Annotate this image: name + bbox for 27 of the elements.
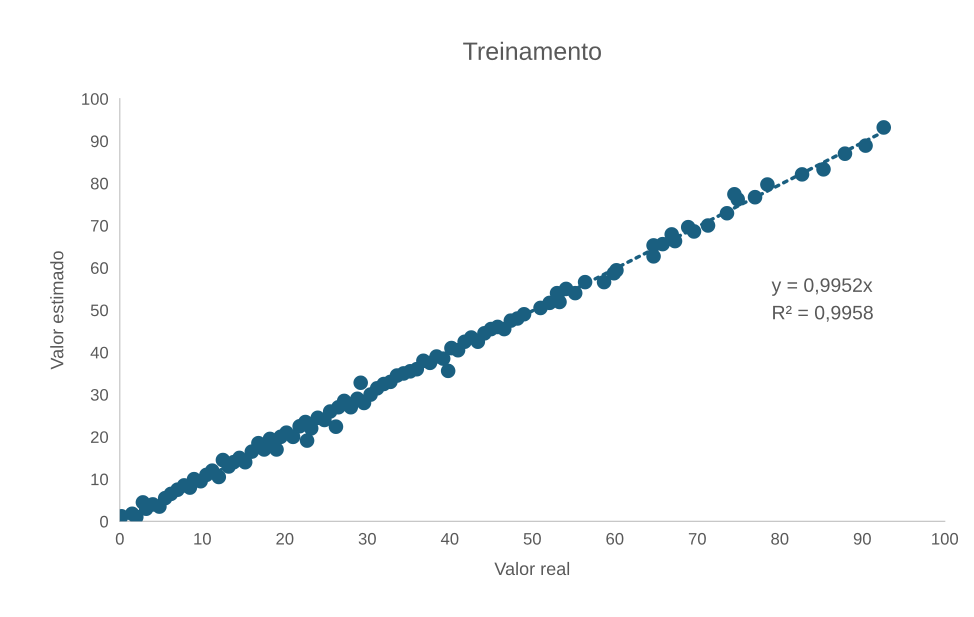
y-axis-title: Valor estimado: [50, 251, 64, 370]
y-tick-label: 80: [90, 178, 108, 190]
y-tick-label: 100: [82, 93, 108, 105]
y-tick-label: 50: [90, 304, 108, 316]
y-tick-label: 0: [100, 516, 108, 528]
x-tick-label: 60: [606, 532, 624, 545]
x-tick-label: 10: [194, 532, 211, 545]
y-tick-label: 70: [91, 220, 108, 232]
x-tick-label: 100: [932, 532, 958, 545]
x-tick-label: 40: [440, 532, 458, 545]
x-tick-label: 80: [771, 532, 788, 545]
x-axis-title: Valor real: [494, 562, 570, 576]
y-tick-label: 60: [91, 262, 108, 274]
chart-title: Treinamento: [463, 42, 601, 60]
x-tick-label: 20: [276, 532, 294, 545]
y-tick-label: 30: [90, 388, 108, 401]
x-tick-label: 70: [688, 532, 706, 545]
x-tick-label: 30: [358, 532, 376, 545]
x-tick-label: 90: [854, 532, 871, 545]
y-tick-label: 90: [90, 135, 108, 148]
x-tick-label: 50: [524, 532, 541, 545]
x-tick-label: 0: [116, 532, 124, 545]
annotation: R² = 0,9958: [773, 306, 873, 322]
y-tick-label: 40: [90, 346, 108, 359]
y-tick-label: 10: [91, 474, 108, 486]
annotation: y = 0,9952x: [772, 278, 872, 296]
y-tick-label: 20: [90, 431, 108, 444]
